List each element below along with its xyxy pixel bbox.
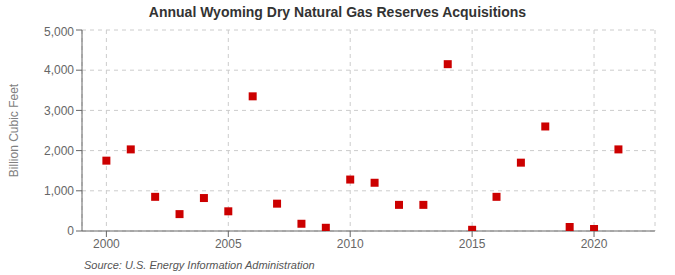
svg-text:3,000: 3,000	[44, 104, 74, 118]
svg-text:1,000: 1,000	[44, 184, 74, 198]
svg-text:2015: 2015	[459, 237, 486, 251]
svg-text:5,000: 5,000	[44, 25, 74, 39]
svg-text:Billion Cubic Feet: Billion Cubic Feet	[8, 83, 21, 177]
svg-text:0: 0	[67, 224, 74, 238]
svg-text:2000: 2000	[93, 237, 120, 251]
html-text:Source: U.S. Energy Informatio: Source: U.S. Energy Information Administ…	[84, 259, 315, 271]
svg-text:4,000: 4,000	[44, 63, 74, 77]
svg-text:2005: 2005	[215, 237, 242, 251]
svg-text:2020: 2020	[581, 237, 608, 251]
html-text:Annual Wyoming Dry Natural Gas: Annual Wyoming Dry Natural Gas Reserves …	[148, 4, 527, 20]
svg-text:2,000: 2,000	[44, 144, 74, 158]
svg-text:2010: 2010	[337, 237, 364, 251]
